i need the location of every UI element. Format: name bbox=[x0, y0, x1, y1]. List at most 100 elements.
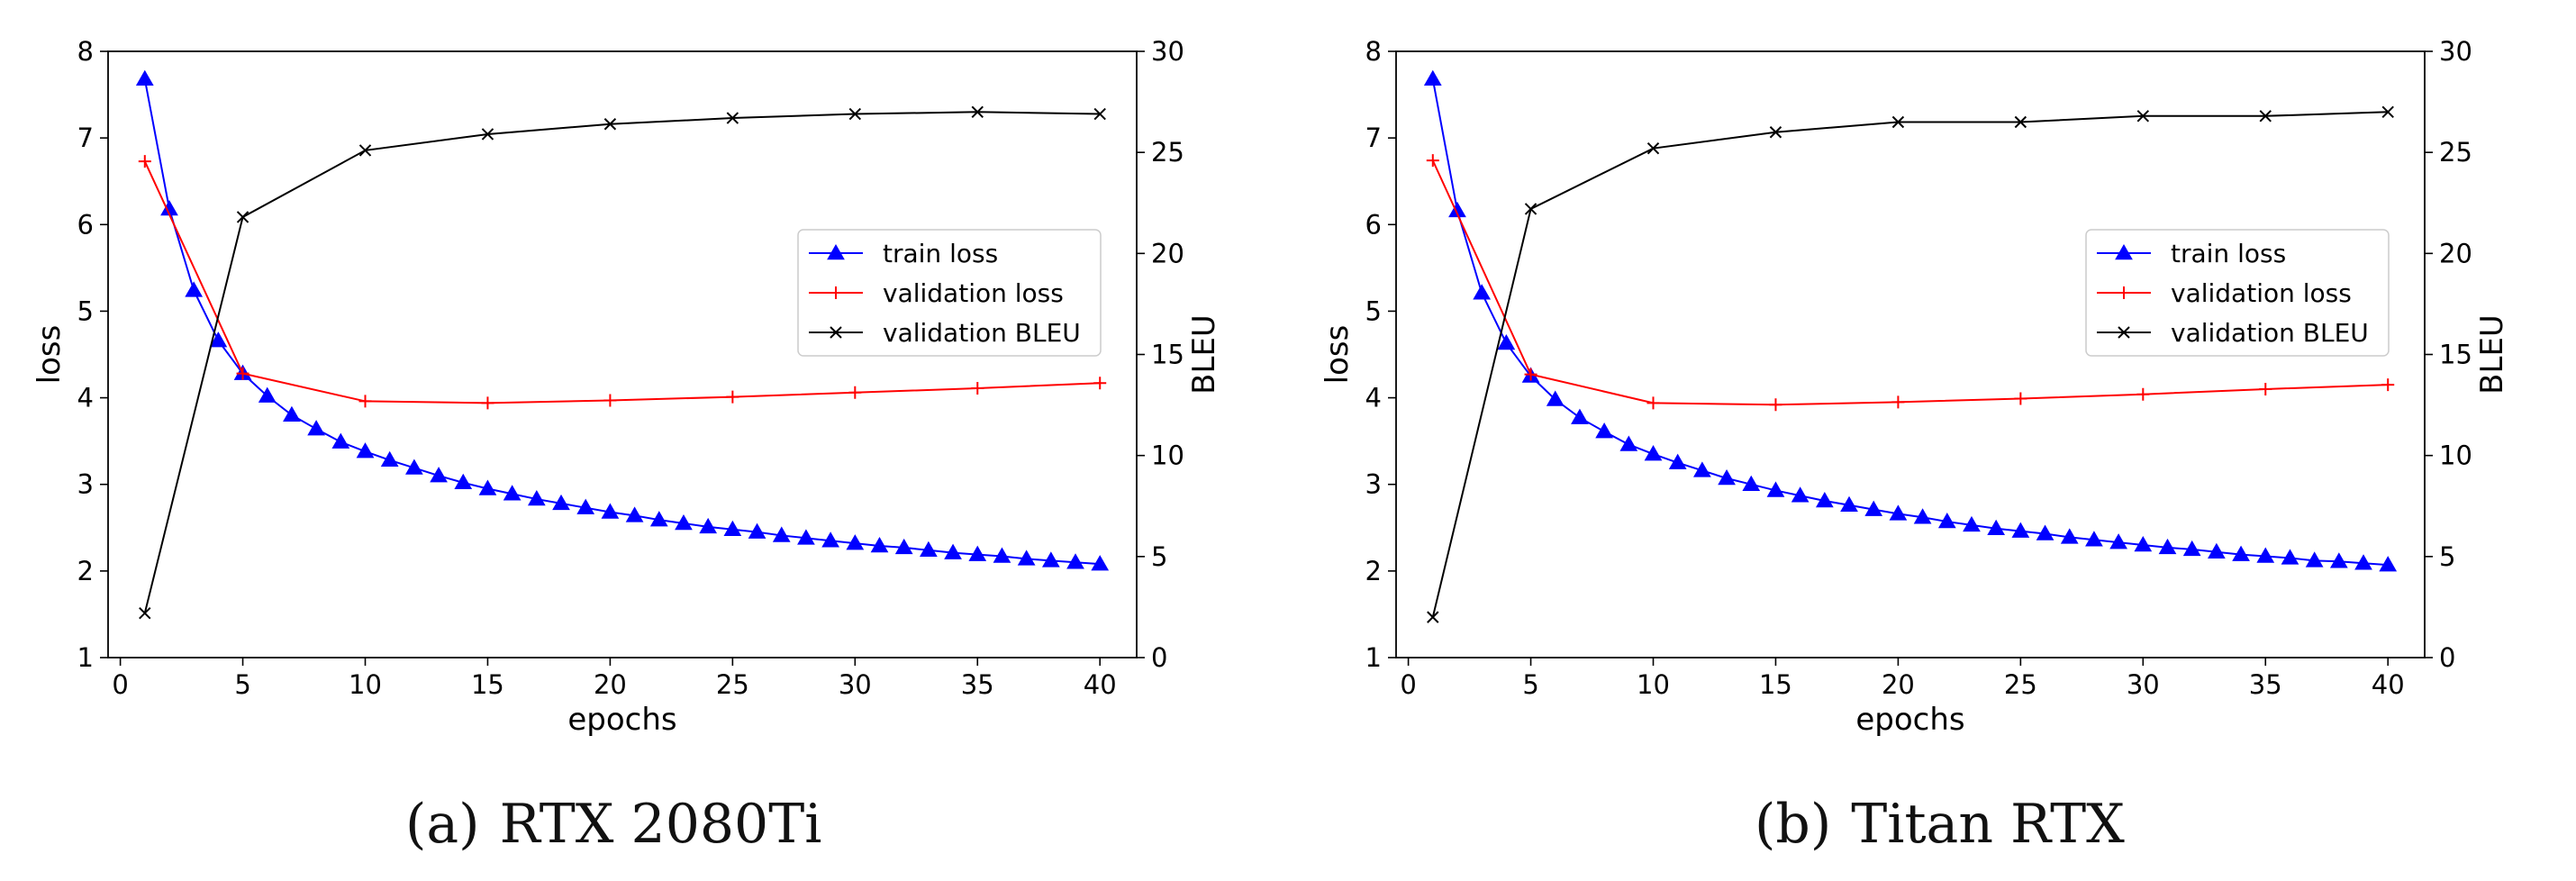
c1-xtick-label-3: 15 bbox=[1759, 669, 1792, 700]
c1-legend: train loss validation loss validation BLEU bbox=[2085, 229, 2390, 357]
c0-series-2-point-4 bbox=[603, 118, 617, 131]
c1-ytick-left-label-1: 2 bbox=[1365, 556, 1382, 586]
c0-ytick-left-label-6: 7 bbox=[77, 123, 94, 153]
c1-ytick-left-label-7: 8 bbox=[1365, 36, 1382, 67]
c0-series-1-point-6 bbox=[848, 386, 862, 399]
c1-legend-label-1: validation loss bbox=[2171, 278, 2352, 308]
c1-series-0-point-19 bbox=[1889, 504, 1908, 521]
c0-series-0-point-20 bbox=[625, 506, 644, 522]
c0-series-0-point-7 bbox=[307, 420, 325, 436]
c0-series-0-point-6 bbox=[283, 405, 301, 422]
c0-ytick-right-label-0: 0 bbox=[1151, 642, 1167, 673]
c1-series-0-line bbox=[1431, 78, 2389, 567]
caption-b-text: Titan RTX bbox=[1851, 793, 2125, 856]
c0-series-1-point-5 bbox=[726, 390, 739, 404]
c1-series-0-point-32 bbox=[2208, 542, 2226, 559]
c0-ytick-right-label-3: 15 bbox=[1151, 340, 1184, 370]
c0-series-2-point-8 bbox=[1093, 107, 1106, 121]
c1-series-0-point-21 bbox=[1937, 513, 1956, 529]
c0-series-0-point-32 bbox=[920, 540, 938, 558]
c1-plot-frame bbox=[1395, 50, 2426, 658]
c1-series-0-point-25 bbox=[2036, 524, 2054, 540]
c0-series-0-point-24 bbox=[723, 520, 742, 536]
c0-legend: train loss validation loss validation BLEU bbox=[797, 229, 1102, 357]
c0-xlabel: epochs bbox=[567, 702, 676, 738]
c1-ylabel-left: loss bbox=[1320, 325, 1356, 385]
c0-series-2-point-2 bbox=[358, 144, 372, 157]
c0-series-0-point-12 bbox=[430, 467, 448, 483]
c1-series-1-point-1 bbox=[1524, 368, 1537, 381]
c1-legend-marker-1 bbox=[2118, 286, 2130, 299]
c1-legend-label-0: train loss bbox=[2171, 239, 2286, 268]
c1-ytick-left-label-0: 1 bbox=[1365, 642, 1382, 673]
caption-a: (a) RTX 2080Ti bbox=[405, 793, 821, 856]
c1-series-0-point-22 bbox=[1963, 515, 1981, 532]
c1-series-0-point-35 bbox=[2281, 549, 2299, 565]
c0-xtick-label-3: 15 bbox=[471, 669, 504, 700]
c0-series-1-point-2 bbox=[358, 395, 372, 408]
c0-ylabel-left: loss bbox=[32, 325, 68, 385]
c0-series-0-point-38 bbox=[1066, 553, 1084, 569]
c0-ytick-left-label-3: 4 bbox=[77, 383, 94, 413]
c0-series-2-line bbox=[143, 111, 1101, 613]
c0-series-0-point-3 bbox=[209, 332, 228, 348]
c0-xtick-label-6: 30 bbox=[839, 669, 872, 700]
caption-a-label: (a) bbox=[405, 793, 480, 856]
c1-ytick-left-label-5: 6 bbox=[1365, 209, 1382, 240]
c1-series-0-point-18 bbox=[1864, 500, 1883, 516]
c1-series-2-line bbox=[1431, 111, 2389, 618]
c0-ytick-left-label-5: 6 bbox=[77, 209, 94, 240]
c1-legend-box bbox=[2085, 229, 2390, 357]
c0-xtick-label-7: 35 bbox=[961, 669, 994, 700]
c1-series-0-point-28 bbox=[2109, 533, 2127, 549]
c0-series-0-point-27 bbox=[797, 529, 815, 545]
c0-series-2-point-3 bbox=[481, 128, 494, 141]
c0-series-1-point-1 bbox=[236, 367, 249, 380]
c1-series-0-point-36 bbox=[2305, 551, 2324, 568]
c1-series-1-point-5 bbox=[2014, 392, 2027, 405]
chart-rtx-2080ti: 0 5 10 15 20 25 30 35 40 1 2 3 4 5 6 7 8 0 5 10 15 20 25 30 epoc… bbox=[32, 36, 1222, 738]
c1-xtick-label-4: 20 bbox=[1882, 669, 1915, 700]
c0-series-0-point-15 bbox=[503, 485, 522, 501]
c0-series-0-point-35 bbox=[993, 547, 1011, 563]
c1-series-0-point-15 bbox=[1791, 486, 1810, 503]
c0-legend-label-2: validation BLEU bbox=[883, 318, 1081, 348]
c1-legend-marker-2 bbox=[2118, 326, 2130, 339]
c1-ytick-right-label-6: 30 bbox=[2439, 36, 2472, 67]
c0-series-0-point-16 bbox=[527, 490, 546, 506]
c1-series-0-point-1 bbox=[1448, 201, 1466, 218]
c1-series-0-point-5 bbox=[1546, 390, 1565, 406]
caption-a-text: RTX 2080Ti bbox=[499, 793, 822, 856]
c1-series-2-point-7 bbox=[2259, 110, 2272, 123]
c0-ytick-right-label-2: 10 bbox=[1151, 440, 1184, 471]
c1-series-1-point-4 bbox=[1891, 395, 1905, 409]
c0-ytick-right-label-4: 20 bbox=[1151, 238, 1184, 268]
c0-ylabel-right: BLEU bbox=[1186, 314, 1222, 395]
c0-series-0-point-10 bbox=[380, 450, 399, 468]
c1-xtick-label-2: 10 bbox=[1637, 669, 1670, 700]
c1-series-0-point-31 bbox=[2182, 540, 2201, 557]
c1-series-0-point-27 bbox=[2085, 531, 2103, 547]
c1-series-0-point-30 bbox=[2158, 538, 2177, 555]
c1-series-0-point-20 bbox=[1913, 508, 1932, 524]
c0-series-0-point-21 bbox=[649, 511, 668, 527]
c0-series-0-point-33 bbox=[944, 543, 962, 559]
c1-ytick-left-label-4: 5 bbox=[1365, 295, 1382, 326]
c0-series-0-point-31 bbox=[894, 538, 913, 555]
c1-series-2-point-0 bbox=[1427, 611, 1439, 623]
c0-series-1-point-4 bbox=[603, 394, 617, 407]
c0-series-2-point-0 bbox=[139, 606, 151, 620]
c0-series-1-point-7 bbox=[971, 381, 984, 395]
c0-ytick-left-label-1: 2 bbox=[77, 556, 94, 586]
c0-ytick-left-label-7: 8 bbox=[77, 36, 94, 67]
c1-ytick-right-label-2: 10 bbox=[2439, 440, 2472, 471]
c0-ytick-left-label-2: 3 bbox=[77, 469, 94, 500]
c1-series-1-point-3 bbox=[1769, 398, 1782, 412]
c1-series-0-point-0 bbox=[1423, 69, 1442, 86]
c0-series-0-point-5 bbox=[258, 386, 277, 403]
c1-series-0-point-33 bbox=[2232, 545, 2250, 561]
c1-series-0-point-9 bbox=[1644, 445, 1663, 461]
caption-b-label: (b) bbox=[1755, 793, 1832, 856]
c0-series-0-point-28 bbox=[821, 531, 839, 548]
c0-series-1-point-3 bbox=[481, 396, 494, 410]
